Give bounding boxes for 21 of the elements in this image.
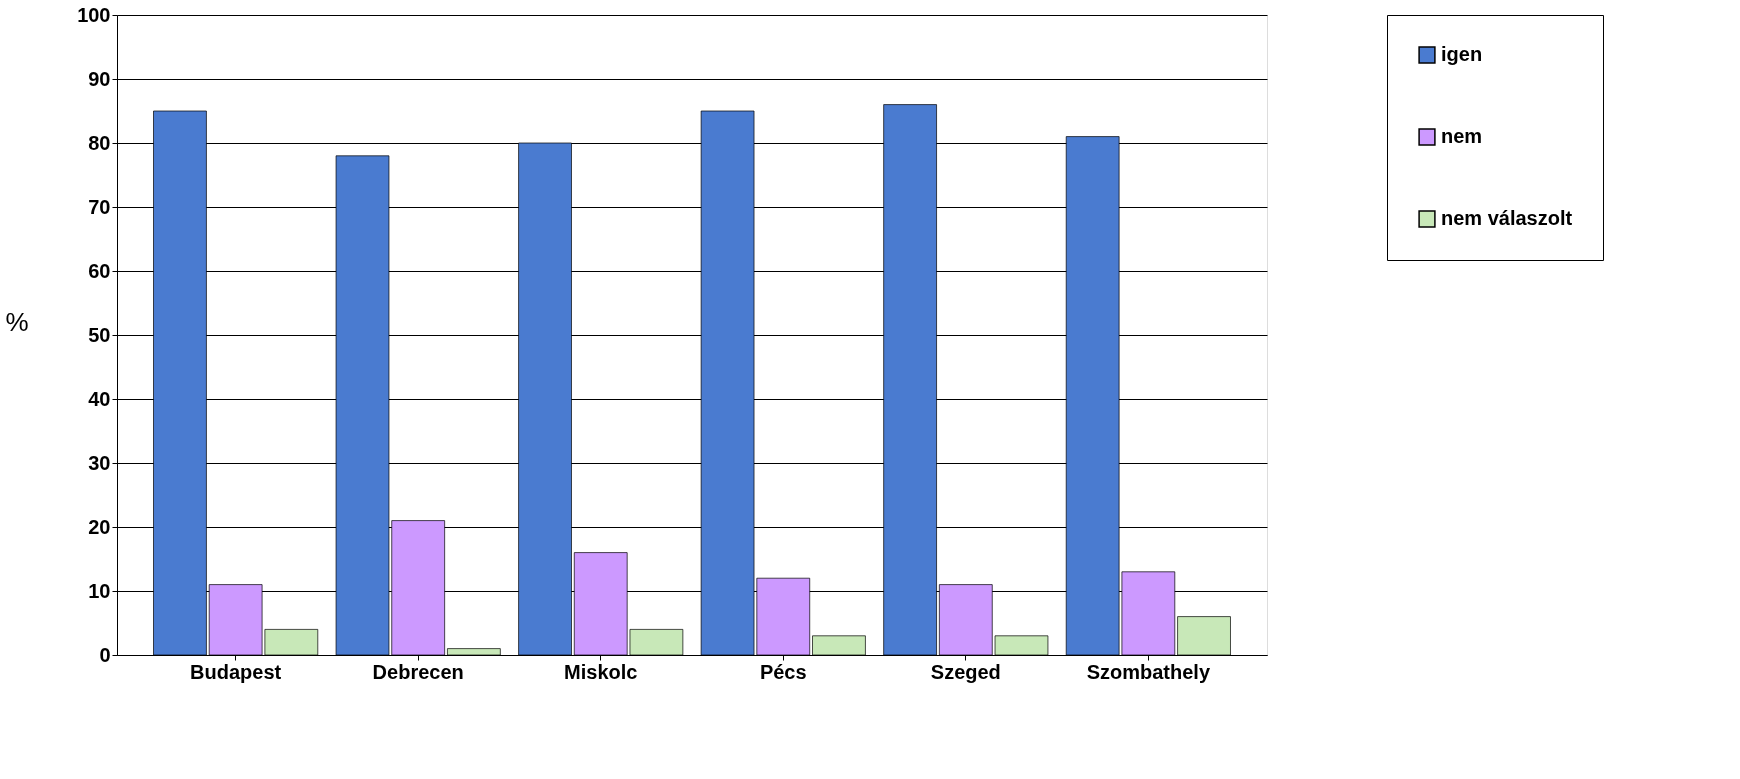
y-tick-label: 100	[77, 3, 111, 26]
y-tick-label: 30	[88, 451, 111, 474]
x-tick-label: Szeged	[930, 660, 1001, 683]
y-tick-label: 10	[88, 579, 111, 602]
x-tick-label: Pécs	[759, 660, 807, 683]
y-tick-label: 80	[88, 131, 111, 154]
y-tick-label: 90	[88, 67, 111, 90]
y-tick-label: 50	[88, 323, 111, 346]
y-tick-label: 70	[88, 195, 111, 218]
y-tick-label: 20	[88, 515, 111, 538]
y-tick-label: 60	[88, 259, 111, 282]
x-tick-label: Debrecen	[372, 660, 464, 683]
y-axis-title: %	[5, 306, 29, 337]
x-tick-label: Miskolc	[564, 660, 638, 683]
legend-label: nem válaszolt	[1441, 207, 1573, 229]
x-tick-label: Szombathely	[1086, 660, 1211, 683]
y-tick-label: 0	[99, 643, 111, 666]
legend-label: nem	[1441, 125, 1483, 147]
x-tick-label: Budapest	[190, 660, 282, 683]
legend-label: igen	[1441, 43, 1483, 65]
y-tick-label: 40	[88, 387, 111, 410]
